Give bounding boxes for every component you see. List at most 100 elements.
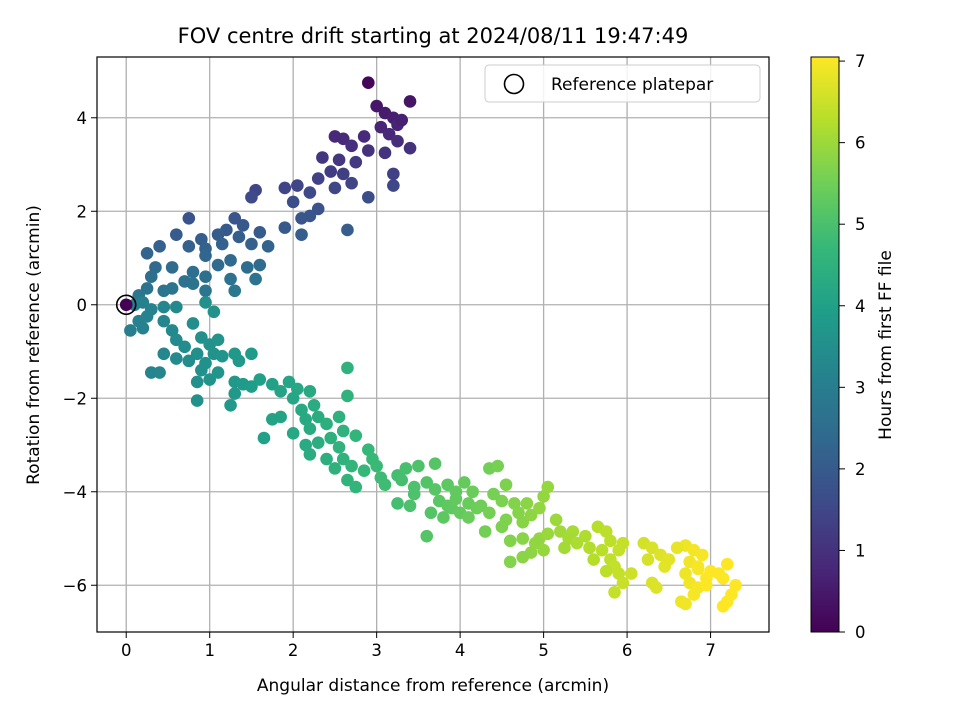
scatter-point [332, 441, 346, 454]
scatter-point [357, 464, 371, 478]
scatter-point [286, 195, 300, 209]
reference-marker [115, 294, 137, 316]
colorbar-gradient [810, 56, 840, 633]
reference-point [119, 298, 133, 312]
scatter-point [211, 366, 225, 379]
scatter-point [336, 452, 350, 466]
scatter-point [136, 321, 150, 335]
scatter-point [195, 331, 208, 344]
scatter-point [583, 541, 596, 555]
scatter-point [587, 553, 600, 566]
scatter-point [249, 272, 262, 286]
y-tick-label: −2 [63, 389, 87, 408]
scatter-point [286, 391, 300, 405]
scatter-point [195, 363, 208, 377]
scatter-point [700, 578, 713, 592]
scatter-point [211, 258, 225, 272]
scatter-point [599, 564, 613, 578]
colorbar-tick-label: 4 [855, 297, 866, 316]
scatter-point [328, 130, 342, 143]
scatter-point [236, 218, 250, 232]
scatter-point [579, 529, 592, 543]
scatter-point [186, 265, 200, 279]
y-tick-label: 2 [77, 202, 88, 221]
scatter-point [395, 113, 408, 127]
y-tick-label: −6 [63, 576, 87, 595]
scatter-point [228, 211, 242, 225]
scatter-point [199, 296, 212, 309]
scatter-point [570, 536, 584, 550]
scatter-point [170, 333, 183, 347]
scatter-point [403, 95, 417, 108]
x-axis: 0 1 2 3 4 5 6 7 [121, 632, 716, 660]
scatter-point [362, 76, 375, 90]
scatter-point [474, 499, 488, 513]
scatter-point [399, 462, 413, 475]
scatter-point [391, 497, 404, 510]
scatter-point [140, 310, 154, 323]
scatter-point [266, 377, 279, 391]
scatter-point [403, 499, 417, 513]
scatter-point [278, 181, 292, 195]
scatter-point [178, 340, 191, 354]
scatter-point [240, 261, 254, 274]
scatter-point [316, 151, 329, 164]
scatter-point [349, 480, 363, 494]
scatter-point [190, 375, 204, 389]
scatter-point [303, 186, 317, 199]
scatter-point [516, 550, 530, 564]
scatter-point [182, 354, 196, 368]
colorbar-tick-label: 3 [855, 378, 866, 397]
scatter-point [616, 576, 630, 590]
scatter-point [186, 317, 200, 330]
scatter-point [144, 270, 158, 284]
scatter-point [295, 228, 308, 241]
scatter-point [307, 398, 321, 412]
x-tick-label: 4 [455, 641, 466, 660]
scatter-point [687, 588, 701, 601]
colorbar-tick-label: 6 [855, 134, 866, 153]
scatter-point [370, 99, 383, 113]
scatter-point [303, 422, 317, 435]
scatter-point [170, 300, 183, 314]
scatter-point [311, 172, 325, 185]
scatter-point [278, 221, 292, 234]
scatter-point [165, 282, 179, 295]
scatter-point [228, 284, 242, 298]
scatter-point [378, 146, 392, 160]
scatter-point [483, 506, 496, 520]
scatter-point [328, 181, 342, 195]
scatter-point [215, 349, 229, 363]
scatter-point [495, 494, 509, 508]
scatter-point [345, 459, 358, 473]
scatter-point [311, 436, 325, 449]
scatter-point [336, 167, 350, 181]
scatter-point [140, 282, 154, 295]
scatter-point [140, 247, 154, 260]
scatter-point [516, 515, 530, 529]
scatter-point [341, 223, 354, 237]
chart-title: FOV centre drift starting at 2024/08/11 … [178, 24, 689, 48]
scatter-point [370, 459, 383, 473]
reference-point-group [115, 294, 137, 316]
scatter-point [199, 270, 212, 284]
scatter-point [616, 536, 630, 550]
scatter-point [595, 543, 609, 557]
scatter-point [558, 541, 571, 555]
scatter-point [345, 139, 358, 153]
scatter-point [153, 366, 166, 379]
scatter-point [462, 511, 475, 524]
x-tick-label: 7 [705, 641, 716, 660]
x-tick-label: 0 [121, 641, 132, 660]
scatter-point [257, 431, 271, 445]
scatter-point [224, 254, 237, 267]
scatter-point [624, 567, 638, 580]
scatter-point [228, 387, 242, 400]
scatter-point [641, 553, 655, 566]
scatter-point [424, 506, 438, 520]
scatter-point [487, 487, 500, 501]
scatter-point [224, 272, 237, 286]
y-tick-label: 4 [77, 109, 88, 128]
scatter-point [182, 211, 196, 225]
scatter-point [541, 527, 555, 541]
